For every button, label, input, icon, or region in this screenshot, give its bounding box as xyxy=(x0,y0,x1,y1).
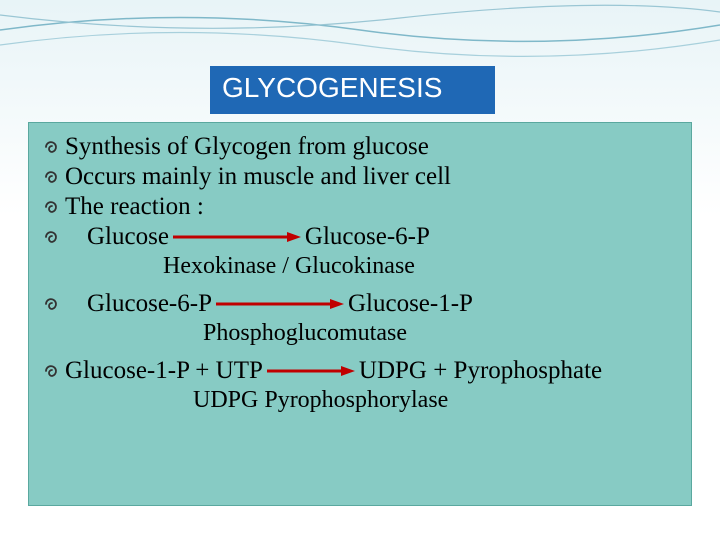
reactant-text: Glucose-6-P xyxy=(87,290,212,318)
reactant-text: Glucose xyxy=(87,223,169,251)
bullet-line: Occurs mainly in muscle and liver cell xyxy=(43,163,673,191)
enzyme-label: Phosphoglucomutase xyxy=(43,320,673,347)
product-text: Glucose-1-P xyxy=(348,290,473,318)
enzyme-label: UDPG Pyrophosphorylase xyxy=(43,387,673,414)
swirl-bullet-icon xyxy=(43,198,65,216)
bullet-text: Synthesis of Glycogen from glucose xyxy=(65,133,429,161)
slide-title: GLYCOGENESIS xyxy=(210,66,495,114)
content-panel: Synthesis of Glycogen from glucose Occur… xyxy=(28,122,692,506)
reactant-text: Glucose-1-P + UTP xyxy=(65,357,263,385)
reaction-line: Glucose Glucose-6-P xyxy=(43,223,673,251)
swirl-bullet-icon xyxy=(43,168,65,186)
swirl-bullet-icon xyxy=(43,362,65,380)
arrow-icon xyxy=(214,290,344,318)
arrow-icon xyxy=(265,357,355,385)
product-text: Glucose-6-P xyxy=(305,223,430,251)
bullet-text: The reaction : xyxy=(65,193,204,221)
enzyme-label: Hexokinase / Glucokinase xyxy=(43,253,673,280)
swirl-bullet-icon xyxy=(43,228,65,246)
reaction-line: Glucose-1-P + UTP UDPG + Pyrophosphate xyxy=(43,357,673,385)
bullet-text: Occurs mainly in muscle and liver cell xyxy=(65,163,451,191)
bullet-line: The reaction : xyxy=(43,193,673,221)
arrow-icon xyxy=(171,223,301,251)
swirl-bullet-icon xyxy=(43,295,65,313)
reaction-line: Glucose-6-P Glucose-1-P xyxy=(43,290,673,318)
bullet-line: Synthesis of Glycogen from glucose xyxy=(43,133,673,161)
swirl-bullet-icon xyxy=(43,138,65,156)
product-text: UDPG + Pyrophosphate xyxy=(359,357,602,385)
